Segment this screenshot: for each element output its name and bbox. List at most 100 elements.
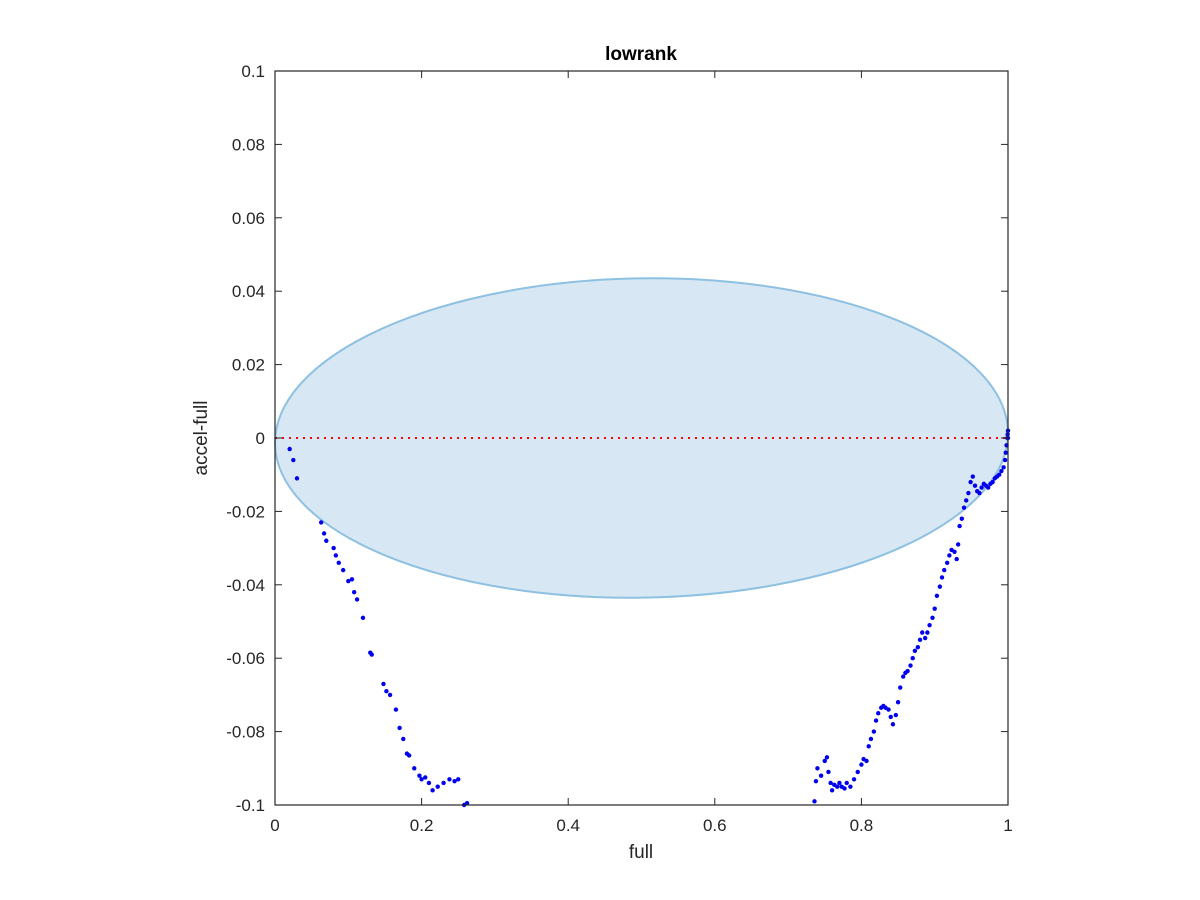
data-point (937, 584, 943, 589)
data-point (452, 778, 457, 784)
data-point (351, 589, 357, 595)
data-point (997, 472, 1002, 477)
data-point (822, 758, 827, 764)
data-point (837, 780, 842, 786)
data-point (812, 799, 817, 804)
data-point (318, 520, 324, 525)
data-point (324, 538, 329, 543)
data-point (895, 700, 901, 705)
data-point (990, 479, 995, 485)
data-point (369, 652, 374, 657)
x-axis-ticks: 0 0.2 0.4 0.6 0.8 1 (270, 71, 1013, 835)
data-point (968, 479, 973, 485)
data-point (900, 674, 906, 679)
data-point (851, 777, 857, 782)
data-point (912, 648, 918, 654)
data-point (406, 753, 412, 758)
data-point (397, 725, 402, 731)
y-tick-label: 0.06 (232, 209, 265, 228)
y-tick-label: -0.04 (226, 576, 265, 595)
data-point (1001, 465, 1006, 470)
data-point (441, 780, 446, 786)
y-tick-label: -0.06 (226, 649, 265, 668)
data-point (893, 712, 899, 718)
data-point (942, 567, 947, 573)
data-point (972, 483, 978, 488)
x-tick-label: 0.6 (703, 816, 727, 835)
x-tick-label: 0.8 (850, 816, 874, 835)
data-point (387, 692, 393, 698)
y-tick-label: 0.02 (232, 356, 265, 375)
data-point (1003, 450, 1009, 455)
data-point (360, 615, 366, 621)
data-point (818, 773, 824, 778)
data-point (952, 549, 957, 554)
data-point (954, 556, 959, 562)
data-point (430, 788, 435, 793)
data-point (917, 637, 923, 643)
data-point (447, 777, 452, 782)
data-point (826, 769, 831, 775)
data-point (898, 685, 903, 690)
data-point (824, 755, 830, 760)
data-point (964, 498, 969, 503)
data-point (930, 615, 935, 621)
data-point (381, 681, 386, 687)
data-point (876, 711, 881, 716)
x-tick-label: 0.4 (556, 816, 580, 835)
data-point (844, 780, 849, 786)
data-point (868, 736, 874, 742)
data-point (393, 707, 399, 712)
data-point (855, 769, 860, 775)
data-point (384, 689, 389, 694)
data-point (920, 630, 925, 635)
data-point (947, 553, 952, 558)
data-point (336, 560, 341, 565)
y-tick-label: -0.1 (236, 796, 265, 815)
data-point (864, 758, 869, 764)
x-tick-label: 0.2 (410, 816, 434, 835)
data-point (927, 622, 932, 628)
data-point (828, 780, 833, 786)
data-point (955, 542, 961, 547)
data-point (464, 800, 470, 806)
data-point (349, 577, 355, 582)
x-axis-label: full (629, 842, 653, 863)
data-point (961, 505, 967, 510)
data-point (842, 786, 847, 791)
data-point (331, 545, 336, 551)
data-point (291, 457, 296, 463)
data-point (401, 736, 406, 742)
data-point (815, 766, 820, 771)
data-point (435, 784, 440, 789)
data-point (922, 635, 928, 641)
data-point (966, 490, 971, 496)
data-point (417, 773, 422, 778)
data-point (925, 630, 930, 635)
data-point (1002, 457, 1008, 463)
data-point (977, 490, 982, 496)
data-point (910, 656, 915, 661)
x-tick-label: 0 (270, 816, 279, 835)
data-point (890, 722, 896, 727)
chart-title: lowrank (605, 44, 677, 65)
data-point (456, 777, 461, 782)
data-point (835, 784, 840, 789)
data-point (829, 788, 835, 793)
data-point (866, 744, 871, 749)
y-axis-label: accel-full (191, 401, 212, 476)
data-point (944, 560, 950, 565)
data-point (908, 663, 913, 668)
y-tick-label: 0.08 (232, 135, 265, 154)
data-point (340, 567, 346, 573)
data-point (932, 606, 937, 611)
data-point (970, 474, 976, 479)
data-point (287, 446, 292, 452)
y-tick-label: 0.04 (232, 282, 265, 301)
data-point (423, 775, 428, 780)
data-point (294, 476, 300, 481)
data-point (934, 593, 940, 599)
data-point (419, 777, 424, 782)
data-point (999, 468, 1004, 474)
